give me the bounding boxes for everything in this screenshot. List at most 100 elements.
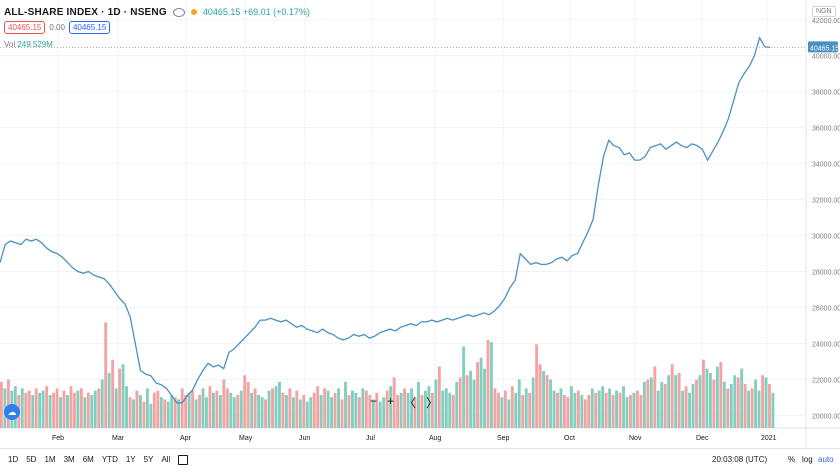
scroll-left-button[interactable]: 〈 [404, 396, 417, 410]
volume-bar [305, 401, 309, 428]
volume-bar [434, 379, 438, 428]
range-1y[interactable]: 1Y [125, 455, 136, 464]
volume-bar [159, 397, 163, 428]
sell-price[interactable]: 40465.15 [4, 21, 46, 34]
volume-bar [757, 390, 761, 428]
volume-bar [747, 390, 751, 428]
volume-bar [750, 388, 754, 428]
volume-bar [218, 395, 222, 428]
volume-bar [385, 390, 389, 428]
volume-bar [708, 373, 712, 428]
scroll-right-button[interactable]: 〉 [426, 396, 439, 410]
volume-bar [309, 397, 313, 428]
volume-bar [212, 392, 215, 428]
volume-bar [354, 392, 358, 428]
volume-bar [302, 395, 306, 428]
volume-bar [535, 344, 539, 428]
volume-bar [371, 399, 375, 428]
volume-bar [639, 395, 643, 428]
buy-price[interactable]: 40465.15 [68, 21, 111, 34]
volume-bar [615, 390, 619, 428]
range-1d[interactable]: 1D [8, 455, 19, 464]
volume-bar [389, 386, 393, 428]
y-tick-label: 26000.00 [812, 306, 840, 313]
volume-bar [764, 377, 768, 428]
range-1m[interactable]: 1M [44, 455, 56, 464]
range-all[interactable]: All [161, 455, 171, 464]
volume-bar [611, 395, 615, 428]
volume-bar [406, 392, 410, 428]
volume-bar [368, 395, 372, 428]
clock-time[interactable]: 20:03:08 (UTC) [712, 455, 768, 464]
x-tick-label: Nov [629, 435, 642, 442]
range-6m[interactable]: 6M [82, 455, 94, 464]
range-3m[interactable]: 3M [63, 455, 75, 464]
volume-bar [500, 397, 504, 428]
percent-scale-toggle[interactable]: % [788, 455, 796, 464]
volume-bar [107, 373, 111, 428]
volume-bar [66, 395, 69, 428]
volume-bar [656, 390, 660, 428]
calendar-icon[interactable] [178, 455, 189, 465]
symbol-title[interactable]: ALL-SHARE INDEX · 1D · NSENG [4, 6, 167, 18]
zoom-out-button[interactable]: − [370, 394, 378, 408]
volume-bar [319, 395, 323, 428]
range-5y[interactable]: 5Y [143, 455, 154, 464]
volume-bar [31, 395, 35, 428]
y-tick-label: 40000.00 [812, 54, 840, 61]
volume-bar [100, 379, 104, 428]
x-tick-label: Dec [696, 435, 709, 442]
eye-icon[interactable] [172, 7, 185, 17]
volume-bar [396, 395, 400, 428]
volume-bar [330, 397, 334, 428]
volume-bar [458, 377, 462, 428]
volume-bar [444, 388, 448, 428]
volume-bar [608, 388, 612, 428]
range-5d[interactable]: 5D [26, 455, 37, 464]
ohlc-values: 40465.15 +69.01 (+0.17%) [202, 7, 310, 17]
volume-bar [215, 390, 219, 428]
volume-bar [618, 392, 622, 428]
zoom-in-button[interactable]: + [387, 394, 395, 408]
volume-bar [274, 386, 278, 428]
volume-bar [375, 392, 379, 428]
volume-bar [83, 397, 87, 428]
volume-bar [284, 395, 288, 428]
volume-bar [483, 368, 486, 428]
volume-bar [563, 395, 566, 428]
y-tick-label: 42000.00 [812, 18, 840, 25]
volume-bar [469, 370, 473, 428]
x-tick-label: Feb [52, 435, 64, 442]
volume-bar [48, 395, 52, 428]
y-tick-label: 28000.00 [812, 270, 840, 277]
x-tick-label: Apr [180, 435, 192, 442]
range-ytd[interactable]: YTD [101, 455, 118, 464]
volume-bar [729, 384, 733, 428]
volume-bar [594, 392, 598, 428]
x-tick-label: Aug [429, 435, 442, 442]
cloud-icon[interactable]: ☁ [4, 404, 20, 420]
volume-bar [590, 388, 594, 428]
x-tick-label: Jul [366, 435, 375, 442]
volume-bar [72, 392, 76, 428]
volume-bar [733, 375, 737, 428]
volume-bar [205, 397, 208, 428]
volume-bar [420, 395, 424, 428]
range-selector: 1D 5D 1M 3M 6M YTD 1Y 5Y All [8, 455, 189, 465]
auto-scale-toggle[interactable]: auto [818, 455, 834, 464]
volume-bar [260, 397, 264, 428]
volume-bar [55, 388, 59, 428]
volume-bar [45, 386, 49, 428]
volume-bar [566, 397, 570, 428]
log-scale-toggle[interactable]: log [802, 455, 813, 464]
volume-bar [549, 379, 552, 428]
y-tick-label: 34000.00 [812, 162, 840, 169]
volume-bar [417, 381, 420, 428]
volume-bar [462, 346, 466, 428]
price-chart[interactable]: 20000.00 22000.00 24000.00 26000.00 28000.00… [0, 0, 840, 448]
volume-bar [695, 379, 698, 428]
volume-bar [152, 392, 156, 428]
volume-bar [486, 340, 490, 428]
volume-bar [556, 392, 559, 428]
volume-bar [510, 386, 514, 428]
